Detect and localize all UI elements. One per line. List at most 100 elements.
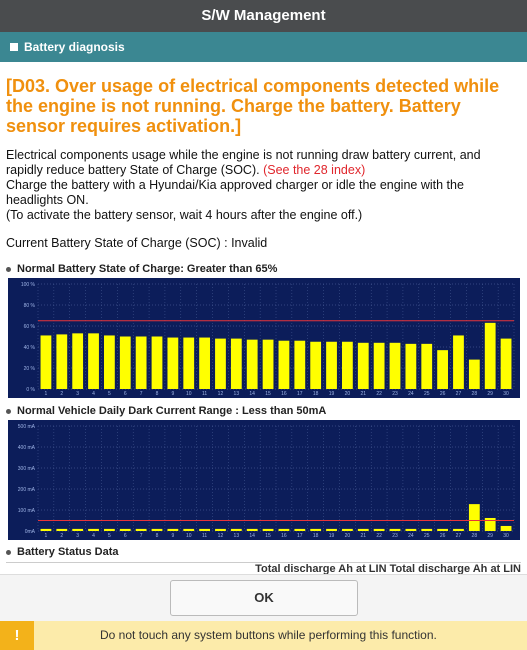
x-tick-label: 21 (360, 533, 366, 539)
bar (135, 336, 147, 389)
x-tick-label: 29 (487, 533, 493, 539)
x-tick-label: 28 (472, 391, 478, 397)
bar (326, 528, 337, 531)
x-tick-label: 9 (171, 533, 174, 539)
x-tick-label: 9 (171, 391, 174, 397)
x-tick-label: 20 (345, 533, 351, 539)
x-tick-label: 24 (408, 533, 414, 539)
y-tick-label: 200 mA (18, 487, 36, 493)
bar (230, 528, 242, 531)
bullet (6, 266, 11, 272)
x-tick-label: 15 (265, 391, 271, 397)
x-tick-label: 11 (202, 533, 207, 539)
x-tick-label: 19 (329, 533, 335, 539)
bar (405, 343, 417, 389)
bar (421, 528, 433, 531)
bar (373, 342, 385, 389)
x-tick-label: 4 (92, 533, 95, 539)
bar (72, 333, 84, 389)
x-tick-label: 17 (297, 533, 303, 539)
ok-button[interactable]: OK (170, 580, 358, 616)
x-tick-label: 2 (60, 391, 63, 397)
y-tick-label: 300 mA (18, 466, 36, 472)
x-tick-label: 8 (156, 391, 159, 397)
message-text: Electrical components usage while the en… (6, 148, 481, 177)
bar (310, 341, 322, 389)
y-tick-label: 100 % (21, 282, 36, 288)
bar (135, 528, 147, 531)
x-tick-label: 5 (108, 391, 111, 397)
x-tick-label: 3 (76, 391, 79, 397)
x-tick-label: 14 (249, 391, 255, 397)
y-tick-label: 0mA (25, 529, 36, 535)
x-tick-label: 18 (313, 533, 319, 539)
bar (56, 528, 68, 531)
section-icon (10, 43, 18, 51)
y-tick-label: 0 % (26, 387, 35, 393)
x-tick-label: 26 (440, 533, 446, 539)
bar (246, 339, 258, 389)
table-header: Total discharge Ah at LIN Total discharg… (6, 562, 521, 575)
bar (246, 528, 258, 531)
bar (104, 528, 115, 531)
bar (40, 528, 52, 531)
x-tick-label: 12 (218, 533, 224, 539)
chart-background (8, 420, 520, 540)
warning-text: Do not touch any system buttons while pe… (100, 628, 437, 642)
y-tick-label: 100 mA (18, 508, 36, 514)
bar (421, 343, 433, 389)
bar (183, 528, 195, 531)
bar (151, 528, 163, 531)
x-tick-label: 28 (472, 533, 478, 539)
column-header: Total discharge Ah at LIN (255, 563, 387, 575)
bar (262, 528, 274, 531)
y-tick-label: 80 % (24, 303, 36, 309)
table-title: Battery Status Data (17, 546, 119, 558)
bar (389, 342, 401, 389)
bar (373, 528, 385, 531)
bar (405, 528, 417, 531)
x-tick-label: 23 (392, 533, 398, 539)
bar (437, 350, 448, 389)
bar (119, 528, 131, 531)
x-tick-label: 10 (186, 533, 192, 539)
bar (40, 335, 52, 389)
message-body: Electrical components usage while the en… (6, 148, 516, 223)
bar (453, 528, 464, 531)
bar (199, 337, 210, 389)
column-header: Total discharge Ah at LIN (389, 563, 521, 575)
bar (230, 338, 242, 389)
message-link[interactable]: (See the 28 index) (263, 163, 366, 177)
bar (484, 517, 496, 531)
bar (278, 528, 290, 531)
x-tick-label: 27 (456, 533, 462, 539)
bar (88, 333, 99, 389)
bar (88, 528, 99, 531)
x-tick-label: 7 (140, 391, 143, 397)
bar (183, 337, 195, 389)
y-tick-label: 20 % (24, 366, 36, 372)
header-title: S/W Management (0, 0, 527, 32)
x-tick-label: 22 (376, 533, 382, 539)
chart-title-row: Normal Vehicle Daily Dark Current Range … (6, 405, 326, 417)
chart-title: Normal Vehicle Daily Dark Current Range … (17, 405, 327, 417)
chart: 0 %20 %40 %60 %80 %100 %1 2 3 4 5 6 7 8 9 10 11 12 1… (8, 278, 520, 398)
bar (342, 528, 353, 531)
bullet (6, 549, 11, 555)
bar (278, 340, 290, 389)
x-tick-label: 18 (313, 391, 319, 397)
x-tick-label: 30 (503, 391, 509, 397)
x-tick-label: 13 (234, 533, 240, 539)
x-tick-label: 15 (265, 533, 271, 539)
x-tick-label: 5 (108, 533, 111, 539)
bar (294, 340, 306, 389)
bar (215, 338, 226, 389)
x-tick-label: 24 (408, 391, 414, 397)
y-tick-label: 500 mA (18, 424, 36, 430)
bar (342, 341, 353, 389)
x-tick-label: 12 (218, 391, 224, 397)
bar (262, 339, 274, 389)
bar (199, 528, 210, 531)
